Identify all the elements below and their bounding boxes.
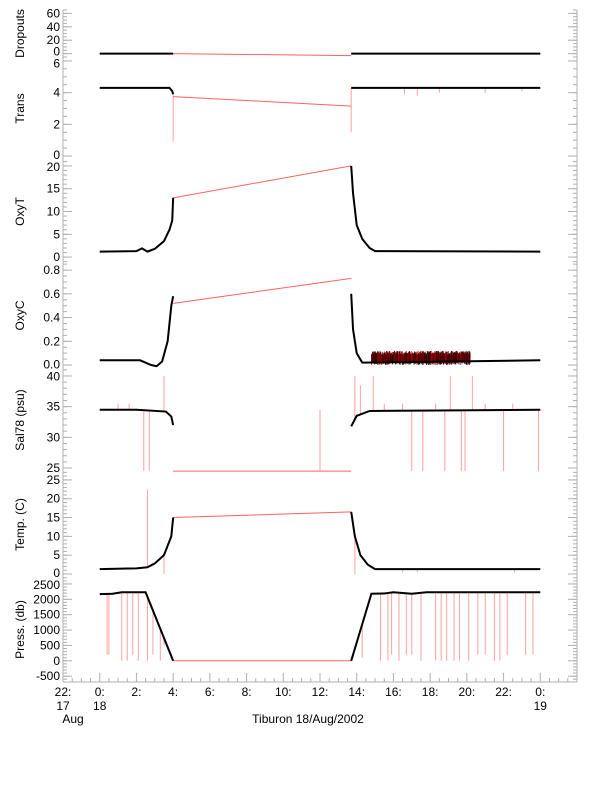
interpolated-gap-line <box>173 53 352 57</box>
y-tick-label: 0.4 <box>43 311 60 325</box>
y-tick-label: 1500 <box>33 608 60 622</box>
y-tick-label: 0.8 <box>43 263 60 277</box>
y-tick-label: 1000 <box>33 623 60 637</box>
x-tick-label: 14: <box>348 685 365 699</box>
y-tick-label: 0.6 <box>43 287 60 301</box>
x-tick-label: 16: <box>385 685 402 699</box>
x-tick-label: 0: <box>535 685 545 699</box>
y-tick-label: 10 <box>47 205 61 219</box>
y-tick-label: 5 <box>53 227 60 241</box>
data-series-line <box>99 86 175 95</box>
y-axis-label: Trans <box>13 93 27 123</box>
y-tick-label: 0 <box>53 566 60 580</box>
x-axis-title: Tiburon 18/Aug/2002 <box>252 712 364 726</box>
y-tick-label: 40 <box>47 370 61 384</box>
interpolated-gap-line <box>173 96 352 107</box>
data-series-line <box>350 511 541 571</box>
y-tick-label: 500 <box>40 638 60 652</box>
x-tick-label: 4: <box>168 685 178 699</box>
data-series-line <box>99 591 175 662</box>
interpolated-gap-line <box>173 277 352 304</box>
x-tick-month: Aug <box>62 712 83 726</box>
y-tick-label: 2000 <box>33 592 60 606</box>
data-series-line <box>99 197 175 253</box>
x-tick-label: 22: <box>495 685 512 699</box>
x-tick-date: 17 <box>56 699 70 713</box>
y-tick-label: -500 <box>36 669 60 683</box>
x-tick-label: 12: <box>312 685 329 699</box>
y-tick-label: 15 <box>47 511 61 525</box>
data-series-line <box>99 517 175 571</box>
y-tick-label: 0 <box>53 654 60 668</box>
y-tick-label: 60 <box>47 6 61 20</box>
data-series-line <box>99 296 175 368</box>
y-axis-label: Dropouts <box>13 9 27 58</box>
data-series-line <box>350 591 541 662</box>
y-tick-label: 2500 <box>33 578 60 592</box>
y-tick-label: 35 <box>47 400 61 414</box>
data-series-line <box>350 408 541 427</box>
y-axis-label: Temp. (C) <box>13 498 27 551</box>
y-tick-label: 25 <box>47 461 61 475</box>
x-tick-label: 8: <box>242 685 252 699</box>
x-tick-label: 22: <box>55 685 72 699</box>
y-tick-label: 0.2 <box>43 334 60 348</box>
y-tick-label: 0 <box>53 44 60 58</box>
y-tick-label: 10 <box>47 529 61 543</box>
x-tick-date: 19 <box>534 699 548 713</box>
y-tick-label: 25 <box>47 473 61 487</box>
y-tick-label: 20 <box>47 33 61 47</box>
y-tick-label: 20 <box>47 160 61 174</box>
data-series-line <box>99 408 175 426</box>
y-axis-label: OxyT <box>13 197 27 226</box>
interpolated-gap-line <box>173 165 352 199</box>
y-tick-label: 30 <box>47 430 61 444</box>
x-tick-date: 18 <box>93 699 107 713</box>
y-tick-label: 4 <box>53 86 60 100</box>
y-axis-label: Sal78 (psu) <box>13 389 27 450</box>
data-series-line <box>350 165 541 253</box>
y-axis-label: OxyC <box>13 300 27 330</box>
y-tick-label: 0 <box>53 148 60 162</box>
x-tick-label: 0: <box>95 685 105 699</box>
y-tick-label: 15 <box>47 182 61 196</box>
y-tick-label: 20 <box>47 492 61 506</box>
y-tick-label: 0 <box>53 250 60 264</box>
x-tick-label: 2: <box>131 685 141 699</box>
x-tick-label: 6: <box>205 685 215 699</box>
x-tick-label: 18: <box>422 685 439 699</box>
y-tick-label: 5 <box>53 548 60 562</box>
y-axis-label: Press. (db) <box>13 600 27 659</box>
data-series-line <box>350 293 541 364</box>
y-tick-label: 40 <box>47 20 61 34</box>
y-tick-label: 6 <box>53 56 60 70</box>
x-tick-label: 10: <box>275 685 292 699</box>
interpolated-gap-line <box>173 511 352 519</box>
x-tick-label: 20: <box>459 685 476 699</box>
y-tick-label: 0.0 <box>43 358 60 372</box>
y-tick-label: 2 <box>53 117 60 131</box>
